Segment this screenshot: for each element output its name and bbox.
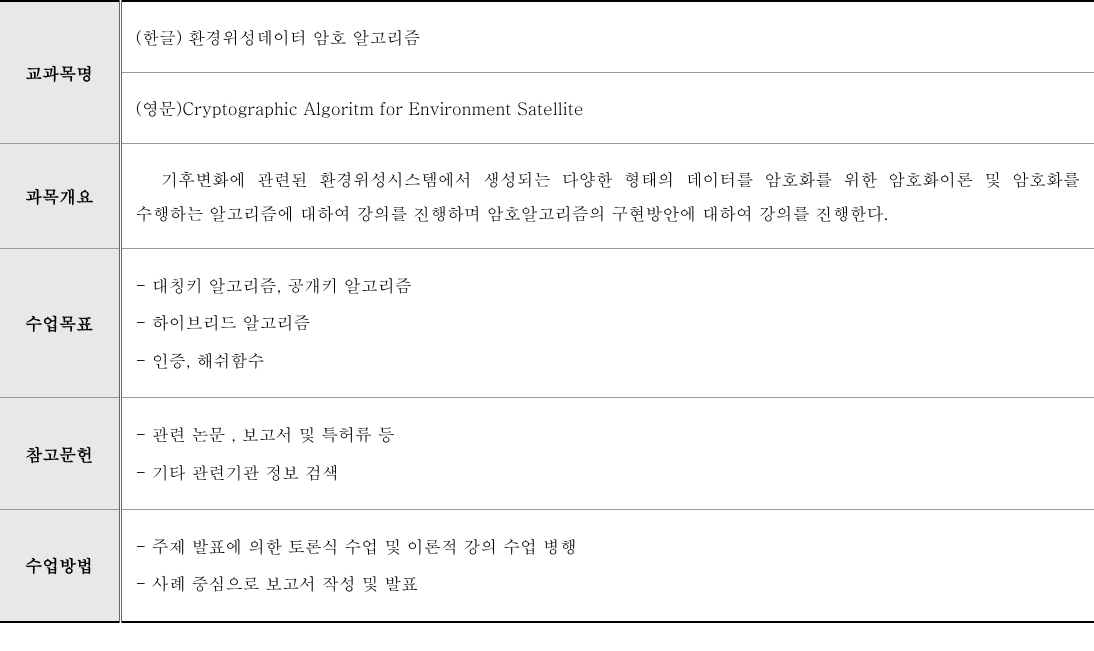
row-course-objectives: 수업목표 - 대칭키 알고리즘, 공개키 알고리즘 - 하이브리드 알고리즘 -… (0, 249, 1094, 398)
course-name-korean-prefix: (한글) (136, 25, 183, 49)
cell-teaching-method: - 주제 발표에 의한 토론식 수업 및 이론적 강의 수업 병행 - 사례 중… (120, 509, 1094, 621)
cell-course-name-korean: (한글) 환경위성데이터 암호 알고리즘 (120, 1, 1094, 73)
row-teaching-method: 수업방법 - 주제 발표에 의한 토론식 수업 및 이론적 강의 수업 병행 -… (0, 509, 1094, 621)
method-item-1: - 사례 중심으로 보고서 작성 및 발표 (136, 565, 1081, 602)
label-references: 참고문헌 (0, 398, 120, 510)
course-name-english-value: Cryptographic Algoritm for Environment S… (182, 96, 583, 120)
course-name-english-prefix: (영문) (136, 96, 183, 120)
label-course-objectives: 수업목표 (0, 249, 120, 398)
cell-course-objectives: - 대칭키 알고리즘, 공개키 알고리즘 - 하이브리드 알고리즘 - 인증, … (120, 249, 1094, 398)
reference-item-0: - 관련 논문 , 보고서 및 특허류 등 (136, 416, 1081, 453)
label-teaching-method: 수업방법 (0, 509, 120, 621)
objective-item-2: - 인증, 해쉬함수 (136, 342, 1081, 379)
objective-item-0: - 대칭키 알고리즘, 공개키 알고리즘 (136, 267, 1081, 304)
cell-course-overview: 기후변화에 관련된 환경위성시스템에서 생성되는 다양한 형태의 데이터를 암호… (120, 144, 1094, 249)
cell-course-name-english: (영문)Cryptographic Algoritm for Environme… (120, 73, 1094, 144)
label-course-name: 교과목명 (0, 1, 120, 144)
row-references: 참고문헌 - 관련 논문 , 보고서 및 특허류 등 - 기타 관련기관 정보 … (0, 398, 1094, 510)
objective-item-1: - 하이브리드 알고리즘 (136, 304, 1081, 341)
method-item-0: - 주제 발표에 의한 토론식 수업 및 이론적 강의 수업 병행 (136, 528, 1081, 565)
row-course-overview: 과목개요 기후변화에 관련된 환경위성시스템에서 생성되는 다양한 형태의 데이… (0, 144, 1094, 249)
label-course-overview: 과목개요 (0, 144, 120, 249)
course-name-korean-value: 환경위성데이터 암호 알고리즘 (188, 25, 420, 49)
course-overview-text: 기후변화에 관련된 환경위성시스템에서 생성되는 다양한 형태의 데이터를 암호… (136, 162, 1081, 230)
row-course-name-korean: 교과목명 (한글) 환경위성데이터 암호 알고리즘 (0, 1, 1094, 73)
cell-references: - 관련 논문 , 보고서 및 특허류 등 - 기타 관련기관 정보 검색 (120, 398, 1094, 510)
row-course-name-english: (영문)Cryptographic Algoritm for Environme… (0, 73, 1094, 144)
course-info-table: 교과목명 (한글) 환경위성데이터 암호 알고리즘 (영문)Cryptograp… (0, 0, 1094, 623)
reference-item-1: - 기타 관련기관 정보 검색 (136, 454, 1081, 491)
